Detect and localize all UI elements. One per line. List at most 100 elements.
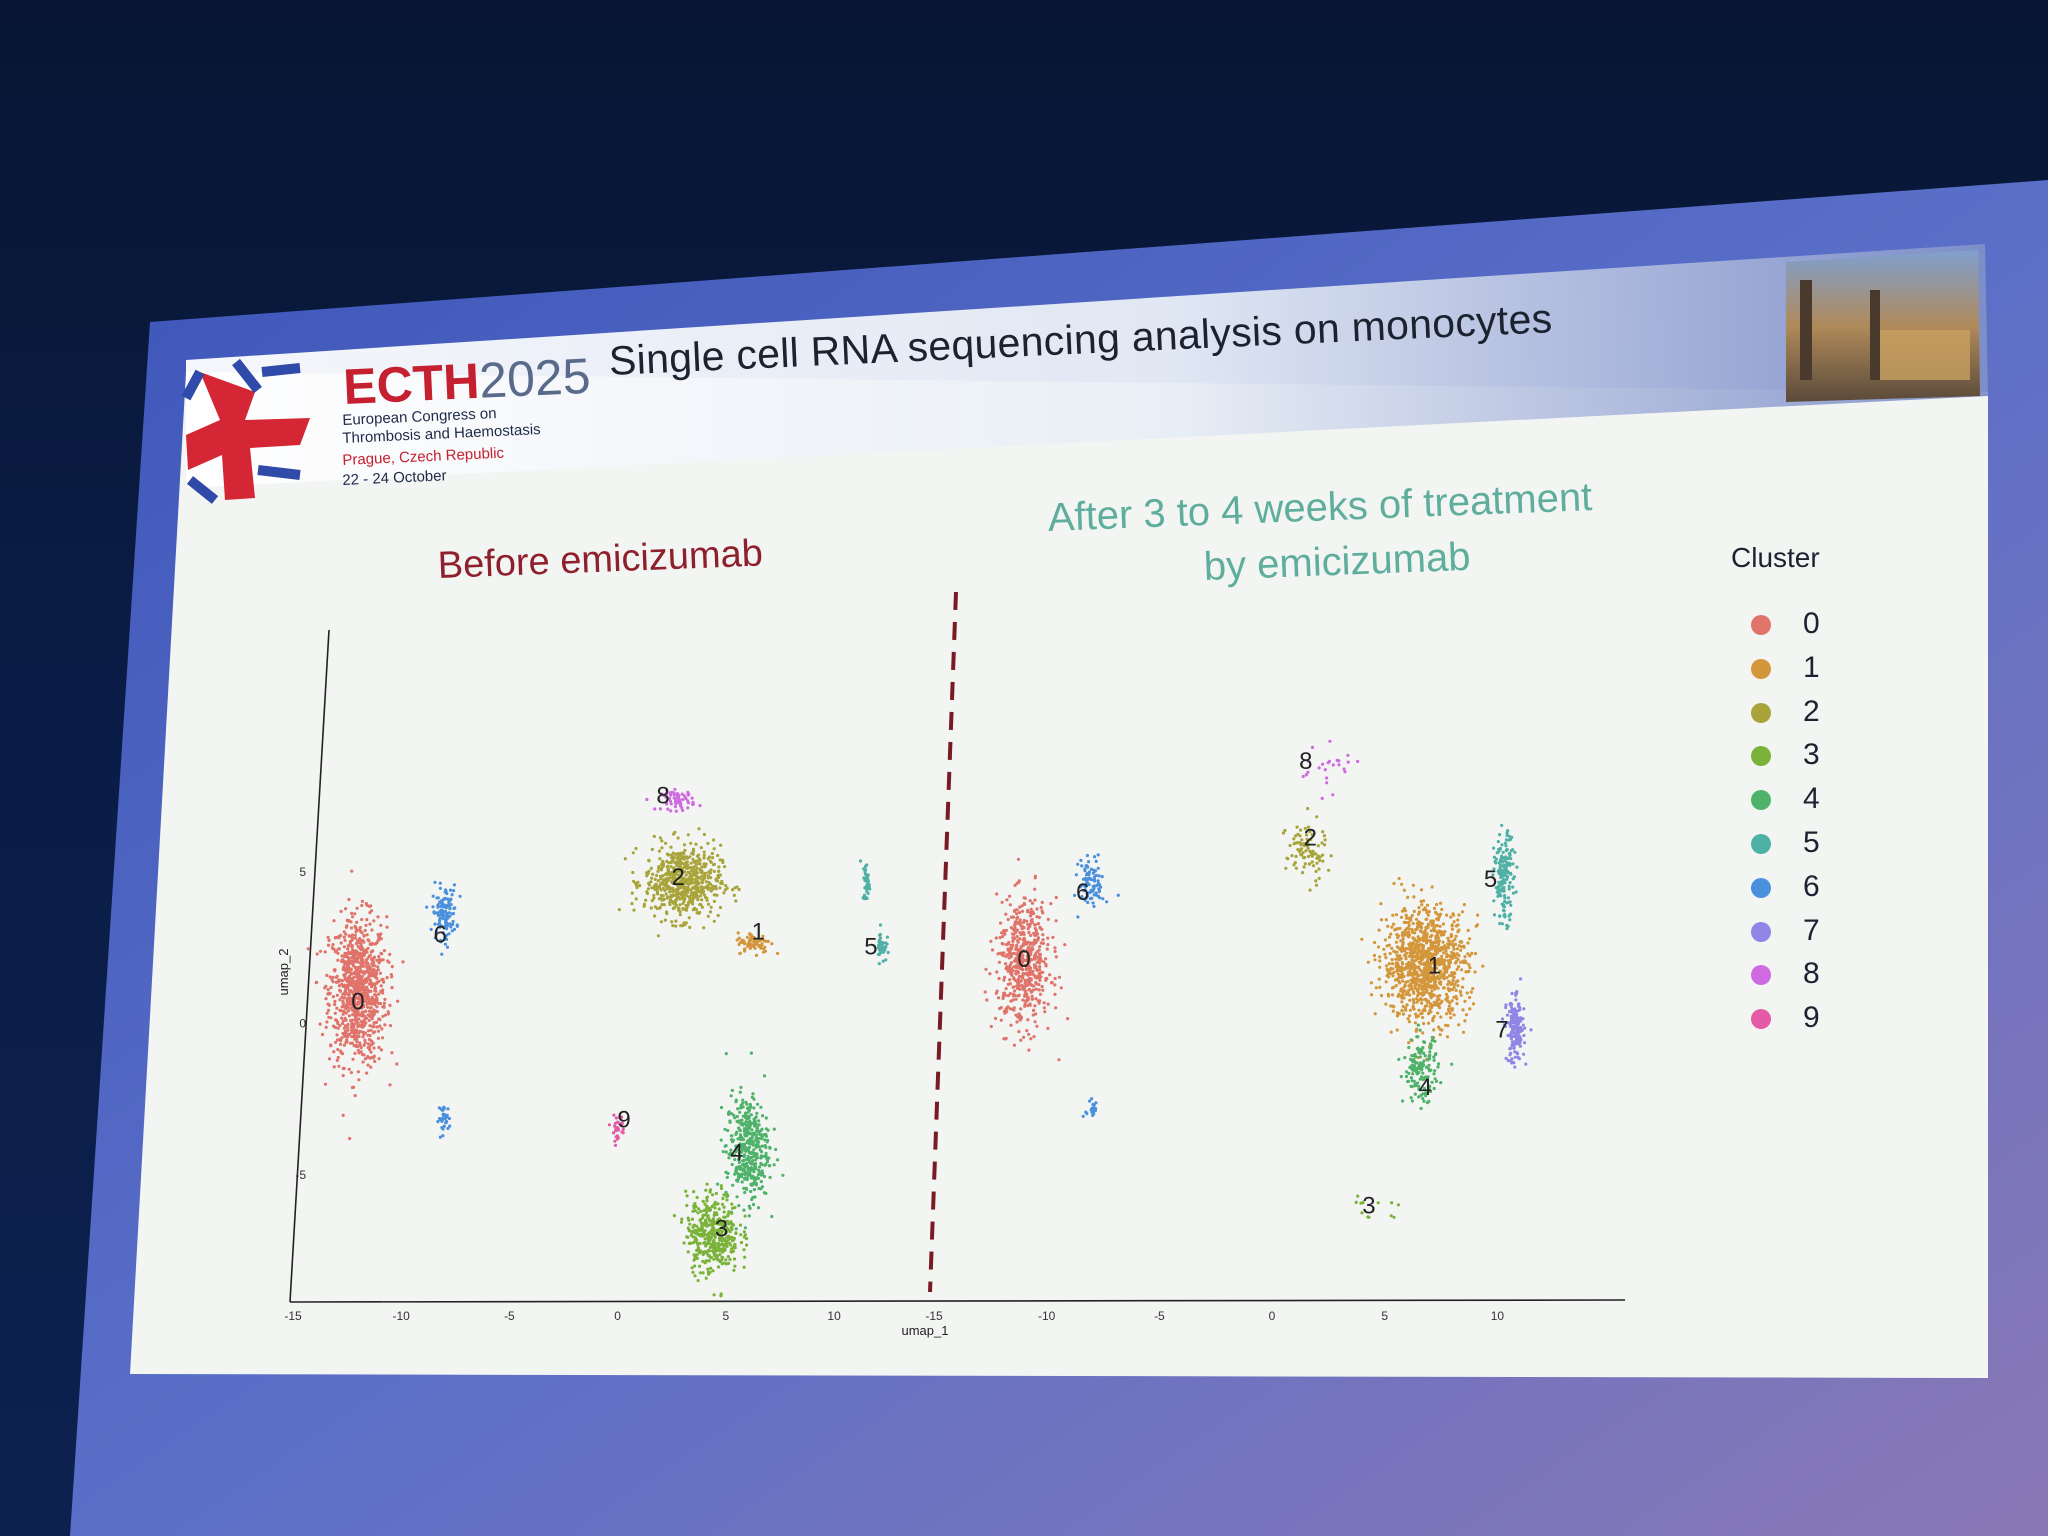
point <box>1419 925 1423 929</box>
point <box>736 1177 741 1181</box>
point <box>1390 958 1394 962</box>
point <box>1013 920 1017 925</box>
point <box>697 889 701 893</box>
point <box>1003 975 1007 980</box>
point <box>1378 959 1382 963</box>
point <box>351 964 356 968</box>
point <box>1453 937 1457 942</box>
point <box>1001 934 1005 939</box>
point <box>749 1168 753 1172</box>
point <box>673 787 677 791</box>
point <box>1419 969 1423 973</box>
point <box>742 1235 747 1239</box>
point <box>343 938 347 943</box>
point <box>730 1088 735 1092</box>
point <box>692 1253 696 1257</box>
point <box>1497 861 1501 865</box>
point <box>372 919 376 923</box>
point <box>699 1209 703 1213</box>
point <box>724 1052 728 1056</box>
point <box>1456 918 1460 922</box>
point <box>324 997 328 1001</box>
point <box>1046 943 1050 947</box>
point <box>1425 917 1429 921</box>
point <box>733 1205 737 1210</box>
point <box>1008 950 1012 954</box>
point <box>695 882 699 886</box>
point <box>1410 913 1414 917</box>
point <box>690 873 695 878</box>
point <box>999 921 1003 925</box>
point <box>694 842 698 846</box>
point <box>646 887 651 891</box>
point <box>739 1240 744 1245</box>
point <box>632 879 636 883</box>
point <box>1511 1021 1515 1025</box>
point <box>680 1217 684 1221</box>
point <box>675 888 680 892</box>
point <box>736 931 740 935</box>
point <box>438 1117 442 1121</box>
point <box>366 1005 370 1009</box>
point <box>740 938 744 942</box>
point <box>653 914 657 918</box>
point <box>360 917 364 922</box>
point <box>694 1205 698 1209</box>
point <box>1044 957 1048 961</box>
point <box>1412 1057 1416 1062</box>
point <box>716 853 720 858</box>
point <box>366 1033 370 1037</box>
point <box>446 1107 450 1111</box>
point <box>1529 1028 1533 1032</box>
point <box>1442 944 1447 948</box>
point <box>880 943 884 948</box>
point <box>366 1029 371 1033</box>
point <box>377 1045 381 1050</box>
point <box>440 909 444 913</box>
point <box>444 889 448 893</box>
point <box>376 965 380 969</box>
point <box>375 1005 379 1009</box>
point <box>1413 1052 1417 1057</box>
point <box>688 898 692 902</box>
point <box>613 1139 617 1143</box>
point <box>382 980 386 984</box>
point <box>706 874 711 878</box>
point <box>866 891 870 896</box>
point <box>1426 999 1430 1003</box>
point <box>1445 998 1449 1002</box>
point <box>1002 931 1006 936</box>
point <box>1435 994 1440 999</box>
point <box>1036 922 1041 926</box>
point <box>1456 930 1460 934</box>
point <box>1430 947 1434 951</box>
point <box>1446 986 1450 990</box>
point <box>1386 972 1391 976</box>
point <box>1323 843 1327 847</box>
point <box>366 946 370 950</box>
point <box>1308 862 1312 866</box>
point <box>448 888 453 892</box>
point <box>346 1028 350 1032</box>
point <box>1423 1004 1427 1008</box>
point <box>758 1148 762 1152</box>
point <box>360 955 364 959</box>
point <box>326 943 331 947</box>
point <box>738 1223 743 1227</box>
point <box>1320 841 1324 845</box>
point <box>998 1006 1002 1011</box>
point <box>1402 985 1406 989</box>
point <box>1507 852 1511 856</box>
point <box>680 806 684 810</box>
point <box>1015 986 1020 991</box>
point <box>1403 933 1407 937</box>
point <box>745 1177 749 1182</box>
point <box>1400 965 1404 969</box>
point <box>450 929 454 933</box>
point <box>674 880 678 884</box>
point <box>1013 908 1017 912</box>
point <box>687 1218 691 1222</box>
point <box>1039 905 1043 910</box>
point <box>1510 991 1514 996</box>
point <box>1508 918 1512 922</box>
